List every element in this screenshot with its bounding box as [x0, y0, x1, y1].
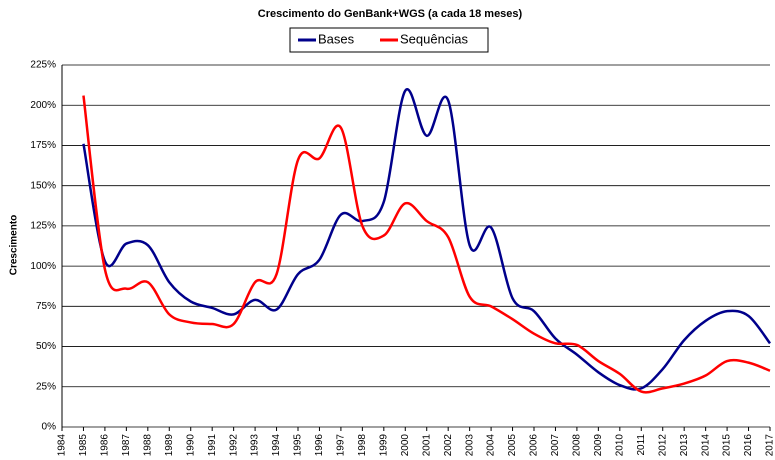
y-tick-label: 225% — [30, 60, 56, 71]
x-tick-label: 2011 — [636, 434, 647, 456]
x-tick-label: 2017 — [765, 434, 775, 457]
y-tick-label: 125% — [30, 221, 56, 232]
x-tick-label: 2009 — [593, 434, 604, 457]
x-tick-label: 2010 — [614, 434, 625, 457]
y-tick-label: 150% — [30, 180, 56, 191]
x-tick-label: 2006 — [529, 434, 540, 457]
x-tick-label: 1989 — [164, 434, 175, 457]
x-tick-label: 1991 — [207, 434, 218, 457]
y-tick-label: 25% — [36, 381, 56, 392]
x-tick-label: 1990 — [185, 434, 196, 457]
series-line — [82, 88, 771, 391]
x-tick-label: 2014 — [700, 434, 711, 457]
x-tick-label: 2007 — [550, 434, 561, 457]
y-axis-label: Crescimento — [9, 215, 20, 276]
x-tick-label: 1998 — [357, 434, 368, 457]
x-tick-label: 1997 — [336, 434, 347, 457]
y-tick-label: 75% — [36, 301, 56, 312]
x-tick-label: 2002 — [443, 434, 454, 457]
x-tick-label: 2000 — [400, 434, 411, 457]
x-tick-label: 1999 — [378, 434, 389, 457]
x-tick-label: 1993 — [250, 434, 261, 457]
x-tick-label: 1986 — [100, 434, 111, 457]
x-tick-label: 1994 — [271, 434, 282, 457]
x-tick-label: 2004 — [486, 434, 497, 457]
legend-label: Sequências — [400, 31, 468, 46]
x-tick-label: 1985 — [78, 434, 89, 457]
y-tick-label: 50% — [36, 341, 56, 352]
x-tick-label: 1995 — [293, 434, 304, 457]
x-tick-label: 1988 — [142, 434, 153, 457]
x-tick-label: 2005 — [507, 434, 518, 457]
x-tick-label: 1987 — [121, 434, 132, 457]
y-tick-label: 100% — [30, 261, 56, 272]
x-tick-label: 2008 — [572, 434, 583, 457]
x-tick-label: 2016 — [743, 434, 754, 457]
series-line — [82, 95, 771, 394]
y-tick-label: 200% — [30, 100, 56, 111]
x-tick-label: 2012 — [657, 434, 668, 457]
x-tick-label: 1992 — [228, 434, 239, 457]
x-tick-label: 2001 — [421, 434, 432, 457]
chart-title: Crescimento do GenBank+WGS (a cada 18 me… — [258, 8, 523, 20]
x-tick-label: 1996 — [314, 434, 325, 457]
legend-label: Bases — [318, 31, 355, 46]
y-tick-label: 0% — [42, 422, 57, 433]
y-tick-label: 175% — [30, 140, 56, 151]
x-tick-label: 2015 — [722, 434, 733, 457]
x-tick-label: 2003 — [464, 434, 475, 457]
x-tick-label: 1984 — [57, 434, 68, 457]
x-tick-label: 2013 — [679, 434, 690, 457]
